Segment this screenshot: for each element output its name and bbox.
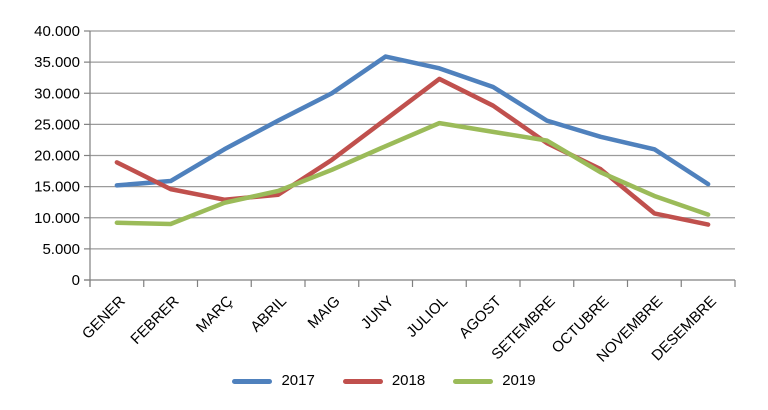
legend-line-swatch-2018 [342, 379, 383, 384]
legend-label-2019: 2019 [502, 372, 536, 389]
y-axis-label: 25.000 [34, 116, 80, 133]
y-axis-label: 0 [72, 272, 80, 289]
x-axis-label: JULIOL [403, 293, 451, 341]
legend-item-2018: 2018 [342, 372, 426, 390]
series-line-2019 [114, 120, 711, 227]
y-axis-label: 5.000 [42, 241, 80, 258]
legend-item-2017: 2017 [232, 372, 315, 390]
x-axis-label: AGOST [456, 293, 505, 342]
y-axis-label: 15.000 [34, 179, 80, 196]
y-axis-label: 40.000 [34, 23, 80, 40]
y-axis-label: 20.000 [34, 148, 80, 165]
x-axis-label: JUNY [358, 293, 398, 333]
legend-label-2018: 2018 [391, 372, 426, 389]
x-axis-label: FEBRER [127, 293, 182, 348]
x-axis-label: ABRIL [247, 293, 290, 336]
legend-label-2017: 2017 [281, 372, 315, 389]
y-axis-label: 35.000 [34, 54, 80, 71]
legend-line-swatch-2017 [232, 379, 273, 384]
x-axis-label: MARÇ [193, 293, 236, 336]
y-axis-label: 10.000 [34, 210, 80, 227]
legend-item-2019: 2019 [453, 372, 536, 390]
series-line-2018 [114, 76, 711, 227]
legend-line-swatch-2019 [453, 379, 494, 384]
x-axis-label: MAIG [305, 293, 344, 332]
chart-legend: 2017 2018 2019 [0, 373, 768, 390]
series-line-2017 [114, 54, 711, 188]
x-axis-label: GENER [79, 293, 129, 343]
y-axis-label: 30.000 [34, 85, 80, 102]
